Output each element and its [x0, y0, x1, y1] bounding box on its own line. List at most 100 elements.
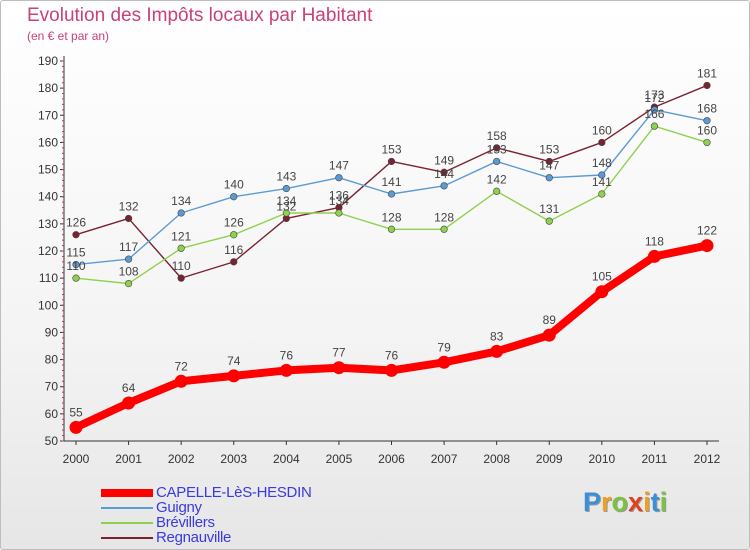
data-label: 116: [224, 243, 243, 257]
data-point: [440, 182, 448, 190]
data-label: 72: [174, 359, 188, 373]
x-tick-label: 2009: [536, 452, 563, 466]
data-label: 149: [434, 153, 454, 167]
data-point: [227, 369, 241, 383]
data-point: [598, 138, 606, 147]
data-label: 134: [171, 194, 191, 208]
data-point: [545, 174, 553, 182]
data-point: [177, 209, 185, 217]
data-point: [493, 144, 501, 152]
x-tick-label: 2012: [694, 452, 721, 466]
data-label: 64: [122, 381, 136, 395]
x-tick-label: 2010: [588, 452, 615, 466]
chart-subtitle: (en € et par an): [27, 29, 110, 43]
data-label: 168: [697, 102, 717, 116]
data-label: 132: [119, 199, 139, 213]
data-point: [282, 209, 290, 217]
data-label: 121: [171, 229, 191, 243]
data-point: [174, 374, 188, 388]
data-label: 166: [644, 107, 664, 121]
y-tick-label: 50: [45, 434, 59, 448]
logo-letter: P: [583, 487, 602, 517]
data-label: 141: [381, 175, 401, 189]
data-point: [595, 285, 609, 299]
logo-letter: o: [611, 487, 629, 517]
data-label: 83: [490, 329, 504, 343]
data-point: [124, 279, 133, 288]
y-tick-label: 130: [38, 217, 58, 231]
data-label: 160: [697, 123, 717, 137]
legend-swatch: [101, 522, 153, 524]
data-point: [542, 328, 556, 342]
y-tick-label: 170: [38, 108, 58, 122]
x-tick-label: 2003: [220, 452, 247, 466]
logo-letter: t: [650, 487, 660, 517]
data-point: [387, 190, 396, 198]
data-point: [177, 244, 185, 252]
x-tick-label: 2006: [378, 452, 405, 466]
data-label: 140: [224, 178, 244, 192]
data-point: [650, 122, 659, 130]
legend-label: Guigny: [156, 499, 202, 516]
data-label: 144: [434, 167, 454, 181]
data-label: 142: [487, 172, 507, 186]
data-label: 160: [592, 123, 612, 137]
data-label: 143: [276, 170, 296, 184]
data-label: 126: [66, 216, 86, 230]
data-point: [72, 260, 80, 269]
data-label: 173: [644, 88, 664, 102]
x-tick-label: 2000: [63, 452, 90, 466]
data-label: 148: [592, 156, 612, 170]
data-point: [335, 174, 343, 182]
logo-letter: i: [659, 487, 668, 517]
data-label: 128: [381, 210, 401, 224]
data-label: 147: [539, 159, 559, 173]
data-label: 126: [224, 216, 244, 230]
data-point: [72, 274, 80, 282]
proxiti-logo: Proxiti: [583, 487, 667, 518]
data-point: [230, 193, 238, 201]
data-point: [703, 117, 711, 125]
y-tick-label: 180: [38, 81, 58, 95]
x-tick-label: 2007: [431, 452, 458, 466]
data-label: 115: [66, 246, 85, 260]
data-point: [124, 255, 133, 263]
data-label: 141: [592, 175, 612, 189]
data-point: [385, 363, 398, 377]
data-point: [490, 344, 504, 358]
data-label: 134: [276, 194, 296, 208]
data-point: [230, 231, 238, 239]
data-label: 76: [280, 348, 294, 362]
data-label: 77: [332, 346, 346, 360]
y-tick-label: 80: [45, 353, 59, 367]
data-label: 55: [69, 405, 83, 419]
data-label: 105: [592, 270, 612, 284]
y-tick-label: 100: [38, 298, 58, 312]
data-point: [124, 214, 133, 223]
y-tick-label: 120: [38, 244, 58, 258]
data-point: [230, 258, 238, 266]
data-point: [545, 157, 553, 166]
data-point: [332, 361, 346, 375]
x-tick-label: 2002: [168, 452, 195, 466]
data-point: [650, 106, 659, 114]
data-point: [703, 138, 711, 147]
data-label: 122: [697, 224, 717, 238]
x-tick-label: 2008: [483, 452, 510, 466]
data-point: [598, 190, 606, 198]
data-label: 110: [66, 259, 85, 273]
y-tick-label: 60: [45, 407, 59, 421]
x-tick-label: 2001: [115, 452, 142, 466]
data-label: 153: [487, 142, 507, 156]
data-point: [647, 249, 661, 263]
x-tick-label: 2011: [642, 452, 668, 466]
logo-letter: r: [601, 487, 612, 517]
data-label: 118: [645, 234, 664, 248]
data-point: [700, 239, 714, 253]
data-label: 117: [119, 240, 138, 254]
data-point: [122, 396, 136, 410]
data-label: 181: [697, 66, 717, 80]
data-point: [177, 274, 185, 282]
data-point: [335, 209, 343, 217]
